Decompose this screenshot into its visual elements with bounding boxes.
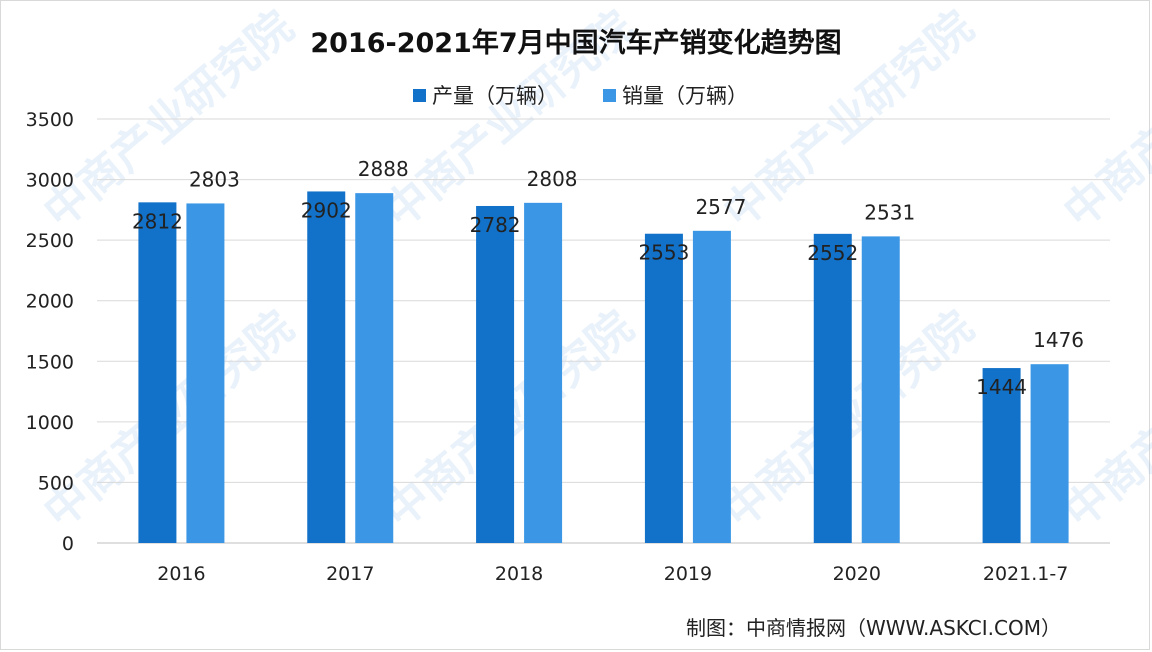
legend-label-production: 产量（万辆） — [432, 84, 558, 108]
data-label-sales: 2888 — [358, 157, 409, 181]
bar-production — [982, 368, 1021, 543]
y-tick-label: 1500 — [26, 351, 74, 373]
source-note: 制图：中商情报网（WWW.ASKCI.COM） — [686, 616, 1061, 640]
data-label-sales: 2808 — [527, 167, 578, 191]
data-label-production: 2812 — [132, 209, 183, 233]
bar-production — [644, 233, 683, 543]
data-label-sales: 2531 — [864, 200, 915, 224]
data-label-sales: 1476 — [1033, 328, 1084, 352]
x-category-label: 2018 — [495, 563, 543, 585]
bar-production — [813, 233, 852, 543]
legend-label-sales: 销量（万辆） — [622, 84, 748, 108]
data-label-production: 2553 — [638, 241, 689, 265]
bar-sales — [692, 230, 731, 543]
data-label-sales: 2577 — [695, 195, 746, 219]
grid-lines: 0 500 1000 1500 2000 2500 3000 3500 — [26, 109, 1110, 555]
data-label-production: 2552 — [807, 241, 858, 265]
data-label-production: 2902 — [301, 198, 352, 222]
bar-sales — [861, 236, 900, 543]
bar-production — [307, 191, 346, 544]
bars-layer — [138, 191, 1069, 544]
y-tick-label: 1000 — [26, 412, 74, 434]
data-label-production: 1444 — [976, 375, 1027, 399]
x-category-label: 2021.1-7 — [983, 563, 1068, 585]
data-label-production: 2782 — [470, 213, 521, 237]
bar-production — [476, 205, 515, 543]
x-category-label: 2016 — [157, 563, 205, 585]
data-label-sales: 2803 — [189, 167, 240, 191]
bar-sales — [1030, 364, 1069, 543]
bar-sales — [524, 202, 563, 543]
y-tick-label: 3500 — [26, 109, 74, 131]
x-category-label: 2019 — [664, 563, 712, 585]
bar-sales — [355, 193, 394, 543]
chart-title: 2016-2021年7月中国汽车产销变化趋势图 — [310, 27, 841, 59]
legend: 产量（万辆） 销量（万辆） — [413, 84, 748, 108]
bar-sales — [186, 203, 225, 543]
legend-swatch-production — [413, 89, 426, 102]
x-category-label: 2020 — [833, 563, 881, 585]
y-tick-label: 3000 — [26, 170, 74, 192]
x-category-label: 2017 — [326, 563, 374, 585]
y-tick-label: 500 — [38, 472, 74, 494]
watermark-text: 中商产业研究院 — [1054, 1, 1152, 238]
legend-swatch-sales — [603, 89, 616, 102]
y-tick-label: 0 — [62, 533, 74, 555]
y-tick-label: 2500 — [26, 230, 74, 252]
bar-production — [138, 202, 177, 543]
y-tick-label: 2000 — [26, 291, 74, 313]
